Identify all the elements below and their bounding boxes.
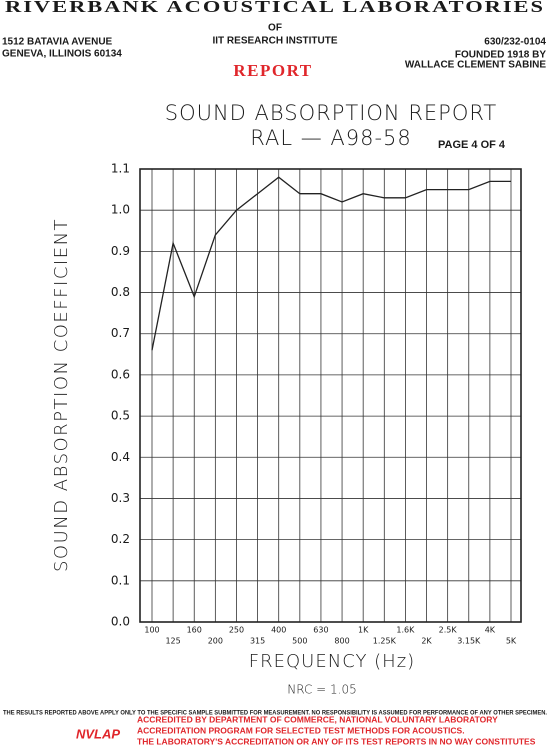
y-tick-label: 1.1 <box>111 162 130 176</box>
x-tick-label: 800 <box>334 637 349 646</box>
x-tick-label: 1K <box>358 626 369 635</box>
x-tick-label: 160 <box>187 626 202 635</box>
plot-frame <box>139 168 522 623</box>
x-tick-label: 315 <box>250 637 265 646</box>
x-axis-label: FREQUENCY (Hz) <box>249 651 415 672</box>
y-tick-label: 0.2 <box>111 532 130 546</box>
x-tick-label: 3.15K <box>457 637 481 646</box>
institute: IIT RESEARCH INSTITUTE <box>212 36 337 47</box>
y-axis-label: SOUND ABSORPTION COEFFICIENT <box>51 218 72 572</box>
report-label: REPORT <box>233 61 312 80</box>
x-tick-label: 2.5K <box>439 626 458 635</box>
y-tick-label: 1.0 <box>111 203 130 217</box>
data-line <box>151 176 511 351</box>
nrc: NRC = 1.05 <box>287 683 357 697</box>
disclaimer: THE RESULTS REPORTED ABOVE APPLY ONLY TO… <box>3 711 547 717</box>
x-tick-label: 200 <box>208 637 223 646</box>
founded: WALLACE CLEMENT SABINE <box>405 60 546 71</box>
y-tick-label: 0.5 <box>111 409 130 423</box>
x-tick-label: 500 <box>292 637 307 646</box>
address: 1512 BATAVIA AVENUE <box>2 37 113 48</box>
of: OF <box>268 23 282 34</box>
accreditation: ACCREDITATION PROGRAM FOR SELECTED TEST … <box>137 725 465 735</box>
chart-title: SOUND ABSORPTION REPORT <box>165 101 498 125</box>
x-tick-label: 630 <box>313 626 328 635</box>
y-tick-label: 0.9 <box>111 244 130 258</box>
accreditation: ACCREDITED BY DEPARTMENT OF COMMERCE, NA… <box>137 714 498 724</box>
x-tick-label: 250 <box>229 626 244 635</box>
lab-name: RIVERBANK ACOUSTICAL LABORATORIES <box>5 0 545 16</box>
x-tick-label: 1.6K <box>396 626 415 635</box>
x-tick-label: 100 <box>144 626 159 635</box>
y-tick-label: 0.6 <box>111 367 130 381</box>
y-tick-label: 0.0 <box>111 615 130 629</box>
plot: 0.0 0.1 0.2 0.3 0.4 0.5 0.6 0.7 0.8 0.9 1.0 1.1 100 1… <box>111 162 522 646</box>
y-tick-label: 0.4 <box>111 450 130 464</box>
accreditation: THE LABORATORY'S ACCREDITATION OR ANY OF… <box>137 736 536 746</box>
page-number: PAGE 4 OF 4 <box>438 139 506 151</box>
x-tick-label: 1.25K <box>373 637 397 646</box>
x-tick-label: 2K <box>421 637 432 646</box>
y-tick-label: 0.1 <box>111 573 130 587</box>
address: GENEVA, ILLINOIS 60134 <box>2 49 122 60</box>
y-tick-label: 0.8 <box>111 285 130 299</box>
founded: FOUNDED 1918 BY <box>455 50 546 61</box>
y-tick-label: 0.7 <box>111 326 130 340</box>
x-tick-label: 125 <box>165 637 180 646</box>
logo: NVLAP <box>76 726 120 741</box>
y-tick-label: 0.3 <box>111 491 130 505</box>
chart-subtitle: RAL — A98-58 <box>250 126 412 150</box>
x-tick-label: 4K <box>485 626 496 635</box>
phone: 630/232-0104 <box>484 37 546 48</box>
x-tick-label: 400 <box>271 626 286 635</box>
x-tick-label: 5K <box>506 637 517 646</box>
